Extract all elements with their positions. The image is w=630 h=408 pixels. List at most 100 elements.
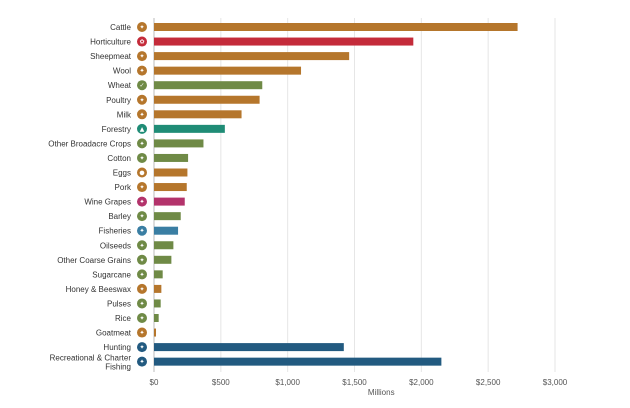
honey-icon: ✦	[137, 283, 147, 294]
category-label: Horticulture	[90, 38, 131, 47]
pulses-icon-glyph: ✦	[139, 300, 144, 307]
horticulture-icon: ✿	[137, 36, 147, 47]
forestry-icon-circle	[137, 123, 147, 134]
bar-honey-beeswax	[154, 284, 162, 293]
grains-icon-glyph: ✦	[139, 257, 144, 264]
grains-icon-circle	[137, 254, 147, 265]
category-label: Hunting	[103, 343, 131, 352]
category-labels: Cattle Horticulture Sheepmeat Wool Wheat Poul…	[48, 23, 132, 372]
category-label: Barley	[108, 212, 131, 221]
grapes-icon-glyph: ✦	[139, 199, 144, 206]
broadacre-icon-circle	[137, 138, 147, 149]
grains-icon: ✦	[137, 254, 147, 265]
category-label: Pulses	[107, 299, 131, 308]
category-label: Eggs	[113, 169, 131, 178]
bar-goatmeat	[154, 328, 157, 337]
bar-other-broadacre-crops	[154, 139, 204, 148]
category-label: Honey & Beeswax	[66, 285, 131, 294]
category-label: Recreational & Charter Fishing	[50, 354, 132, 372]
category-label: Milk	[117, 110, 132, 119]
fish-icon-glyph: ✦	[139, 228, 144, 235]
x-tick-label: $500	[212, 378, 230, 387]
sheep-icon-circle	[137, 51, 147, 62]
x-tick-label: $2,000	[409, 378, 434, 387]
bar-recreational-charter-fishing	[154, 357, 442, 366]
forestry-icon: ▲	[137, 123, 147, 134]
cattle-icon-glyph: ✦	[139, 24, 144, 31]
oilseeds-icon: ✦	[137, 240, 147, 251]
milk-icon-circle	[137, 109, 147, 120]
oilseeds-icon-glyph: ✦	[139, 242, 144, 249]
bar-other-coarse-grains	[154, 255, 172, 264]
wool-icon-circle	[137, 65, 147, 76]
category-label: Rice	[115, 314, 132, 323]
goat-icon-glyph: ✦	[139, 330, 144, 337]
bar-fisheries	[154, 226, 179, 235]
bar-cattle	[154, 23, 518, 31]
x-tick-label: $3,000	[543, 378, 568, 387]
barley-icon: ✦	[137, 211, 147, 222]
honey-icon-glyph: ✦	[139, 286, 144, 293]
bar-oilseeds	[154, 241, 174, 250]
category-label: Wine Grapes	[84, 198, 131, 207]
milk-icon: ✦	[137, 109, 147, 120]
bar-wheat	[154, 81, 263, 90]
pork-icon-circle	[137, 182, 147, 193]
honey-icon-circle	[137, 283, 147, 294]
category-label: Other Coarse Grains	[57, 256, 131, 265]
sugarcane-icon: ✦	[137, 269, 147, 280]
gridlines	[153, 18, 556, 372]
sheep-icon: ✦	[137, 51, 147, 62]
poultry-icon: ✦	[137, 94, 147, 105]
broadacre-icon-glyph: ✦	[139, 140, 144, 147]
category-label: Wool	[113, 67, 131, 76]
x-tick-label: $1,500	[342, 378, 367, 387]
cattle-icon-circle	[137, 22, 147, 32]
category-label: Goatmeat	[96, 329, 132, 338]
rice-icon-circle	[137, 313, 147, 323]
bar-barley	[154, 212, 181, 221]
pulses-icon: ✦	[137, 298, 147, 309]
category-label: Pork	[115, 183, 132, 192]
forestry-icon-glyph: ▲	[140, 126, 145, 133]
sheep-icon-glyph: ✦	[139, 53, 144, 60]
category-label: Cotton	[107, 154, 131, 163]
pork-icon-glyph: ✦	[139, 184, 144, 191]
category-label: Poultry	[106, 96, 131, 105]
horticulture-icon-circle	[137, 36, 147, 47]
cattle-icon: ✦	[137, 22, 147, 32]
wool-icon-glyph: ✦	[139, 68, 144, 75]
bar-eggs	[154, 168, 188, 177]
category-label: Wheat	[108, 81, 132, 90]
category-label: Forestry	[102, 125, 131, 134]
broadacre-icon: ✦	[137, 138, 147, 149]
grapes-icon: ✦	[137, 196, 147, 207]
barley-icon-circle	[137, 211, 147, 222]
milk-icon-glyph: ✦	[139, 111, 144, 118]
bar-sugarcane	[154, 270, 163, 279]
category-label: Other Broadacre Crops	[48, 139, 131, 148]
x-axis-title: Millions	[368, 388, 395, 397]
x-axis-ticks: $0 $500 $1,000 $1,500 $2,000 $2,500 $3,000	[150, 378, 568, 387]
bar-sheepmeat	[154, 52, 350, 61]
bar-forestry	[154, 124, 225, 133]
grapes-icon-circle	[137, 196, 147, 207]
bar-poultry	[154, 95, 260, 104]
recreational-fishing-icon-glyph: ✦	[139, 359, 144, 366]
hunting-icon-glyph: ✦	[139, 344, 144, 351]
category-label: Sugarcane	[92, 270, 131, 279]
wheat-icon: ✓	[137, 80, 147, 91]
fish-icon: ✦	[137, 225, 147, 236]
bar-horticulture	[154, 37, 414, 46]
x-tick-label: $1,000	[275, 378, 300, 387]
rice-icon: ✦	[137, 313, 147, 323]
bar-wool	[154, 66, 302, 75]
bar-pork	[154, 183, 187, 192]
x-tick-label: $0	[150, 378, 159, 387]
category-label: Sheepmeat	[90, 52, 132, 61]
bar-pulses	[154, 299, 161, 308]
eggs-icon-glyph: ●	[139, 170, 144, 177]
bar-cotton	[154, 153, 189, 162]
recreational-fishing-icon-circle	[137, 356, 147, 367]
